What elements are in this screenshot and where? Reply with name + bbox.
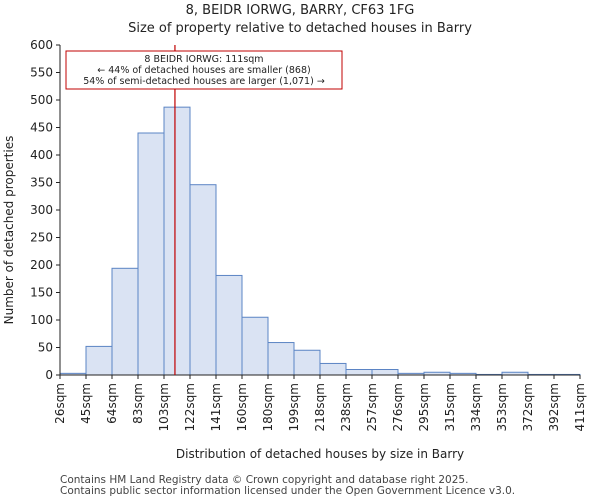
x-tick-label: 392sqm <box>547 383 561 431</box>
x-tick-label: 315sqm <box>443 383 457 431</box>
y-tick-label: 450 <box>30 121 53 135</box>
x-tick-label: 334sqm <box>469 383 483 431</box>
chart-title: 8, BEIDR IORWG, BARRY, CF63 1FG <box>185 3 415 18</box>
x-tick-label: 83sqm <box>131 383 145 424</box>
histogram-bar <box>345 369 373 376</box>
y-tick-label: 50 <box>38 341 53 355</box>
annotation-line3: 54% of semi-detached houses are larger (… <box>83 76 325 87</box>
x-tick-label: 295sqm <box>417 383 431 431</box>
histogram-bar <box>215 274 243 376</box>
y-tick-label: 400 <box>30 148 53 162</box>
histogram-bar <box>293 349 321 376</box>
annotation-line1: 8 BEIDR IORWG: 111sqm <box>144 54 263 65</box>
y-tick-label: 100 <box>30 313 53 327</box>
x-axis-label: Distribution of detached houses by size … <box>176 447 464 461</box>
y-tick-label: 200 <box>30 258 53 272</box>
x-tick-label: 411sqm <box>573 383 587 431</box>
y-tick-label: 350 <box>30 176 53 190</box>
x-tick-label: 122sqm <box>183 383 197 431</box>
x-tick-label: 218sqm <box>313 383 327 431</box>
footer-line2: Contains public sector information licen… <box>60 485 516 497</box>
y-tick-label: 500 <box>30 93 53 107</box>
x-tick-label: 103sqm <box>157 383 171 431</box>
x-tick-label: 199sqm <box>287 383 301 431</box>
y-tick-label: 600 <box>30 38 53 52</box>
histogram-bar <box>111 267 139 376</box>
y-tick-label: 550 <box>30 66 53 80</box>
x-tick-label: 45sqm <box>79 383 93 424</box>
x-tick-label: 257sqm <box>365 383 379 431</box>
histogram-bar <box>319 362 347 376</box>
y-tick-label: 250 <box>30 231 53 245</box>
x-tick-label: 353sqm <box>495 383 509 431</box>
y-tick-label: 0 <box>45 368 53 382</box>
x-tick-label: 26sqm <box>53 383 67 424</box>
y-tick-label: 300 <box>30 203 53 217</box>
histogram-bar <box>267 342 295 376</box>
histogram-bar <box>85 345 113 376</box>
footer-line1: Contains HM Land Registry data © Crown c… <box>60 474 469 486</box>
x-tick-label: 64sqm <box>105 383 119 424</box>
x-tick-label: 141sqm <box>209 383 223 431</box>
histogram-bar <box>241 316 269 376</box>
x-tick-label: 238sqm <box>339 383 353 431</box>
chart-subtitle: Size of property relative to detached ho… <box>128 21 472 36</box>
histogram-bar <box>371 369 399 376</box>
histogram-bar <box>163 106 191 376</box>
x-tick-label: 160sqm <box>235 383 249 431</box>
histogram-bar <box>189 184 217 376</box>
histogram-bar <box>137 132 165 376</box>
y-tick-label: 150 <box>30 286 53 300</box>
x-tick-label: 276sqm <box>391 383 405 431</box>
x-tick-label: 372sqm <box>521 383 535 431</box>
y-axis-label: Number of detached properties <box>2 136 16 325</box>
x-tick-label: 180sqm <box>261 383 275 431</box>
annotation-line2: ← 44% of detached houses are smaller (86… <box>97 65 310 76</box>
annotation-box <box>65 50 343 90</box>
